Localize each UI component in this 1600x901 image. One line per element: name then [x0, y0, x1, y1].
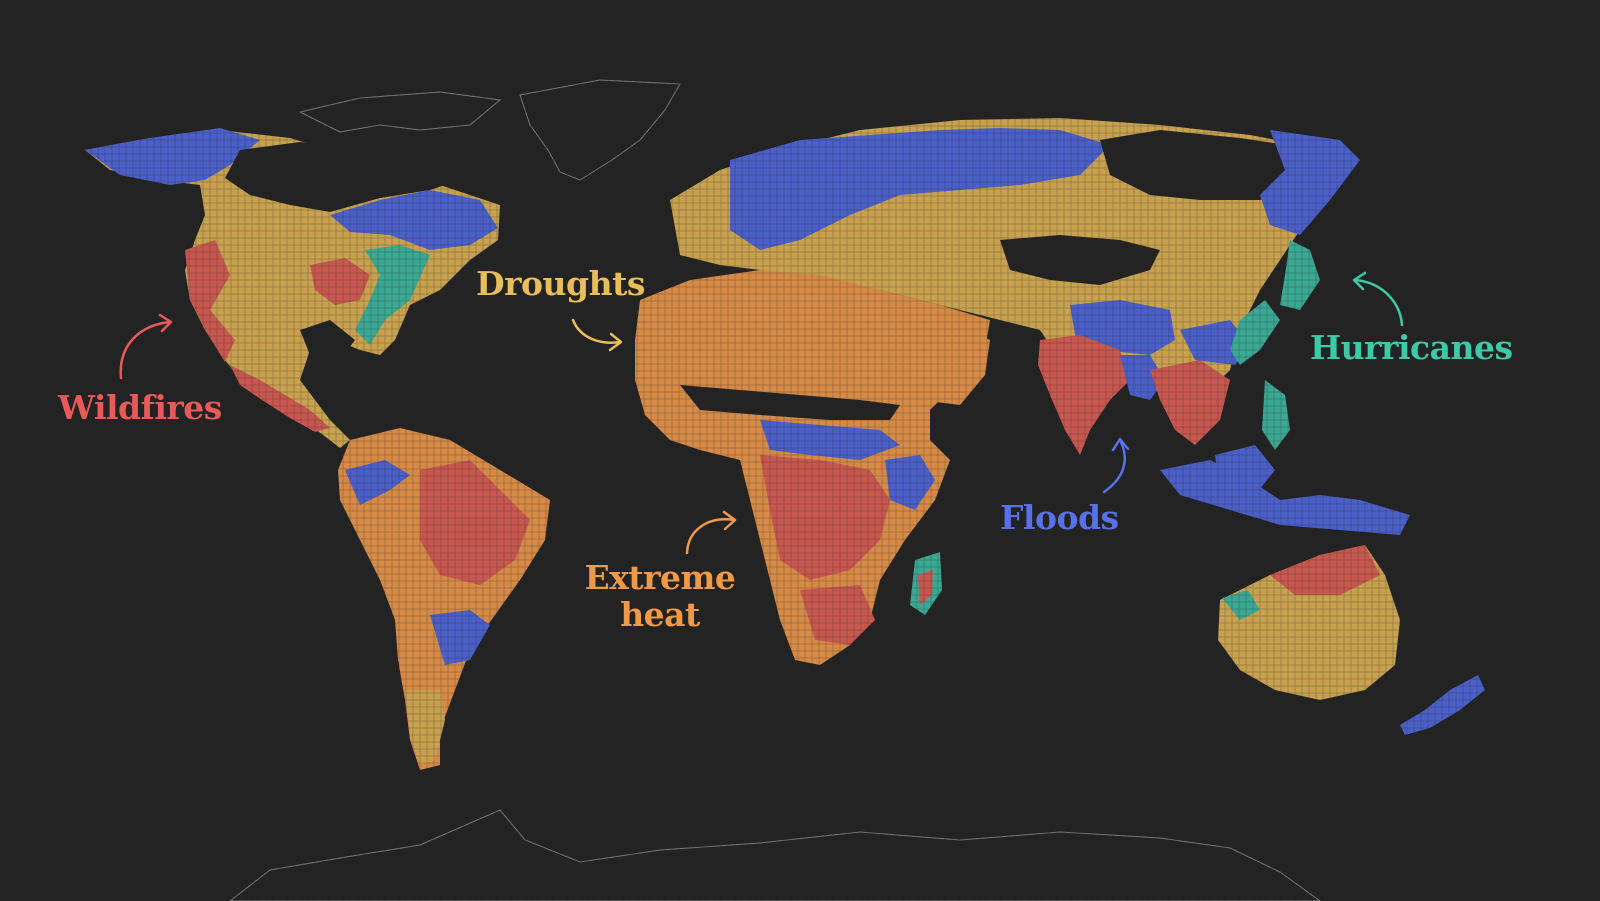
extreme-heat-label: Extreme heat: [584, 558, 736, 634]
extreme-heat-label-line1: Extreme: [584, 558, 736, 597]
wildfires-arrow: [119, 313, 173, 380]
extreme-heat-arrow: [685, 510, 737, 555]
droughts-arrow: [571, 318, 623, 352]
hurricanes-arrow: [1352, 271, 1404, 327]
extreme-heat-label-line2: heat: [620, 594, 700, 634]
droughts-label: Droughts: [476, 264, 645, 303]
floods-arrow: [1102, 437, 1130, 494]
floods-label: Floods: [1000, 498, 1119, 537]
wildfires-label: Wildfires: [58, 388, 222, 427]
hurricanes-label: Hurricanes: [1310, 328, 1513, 367]
